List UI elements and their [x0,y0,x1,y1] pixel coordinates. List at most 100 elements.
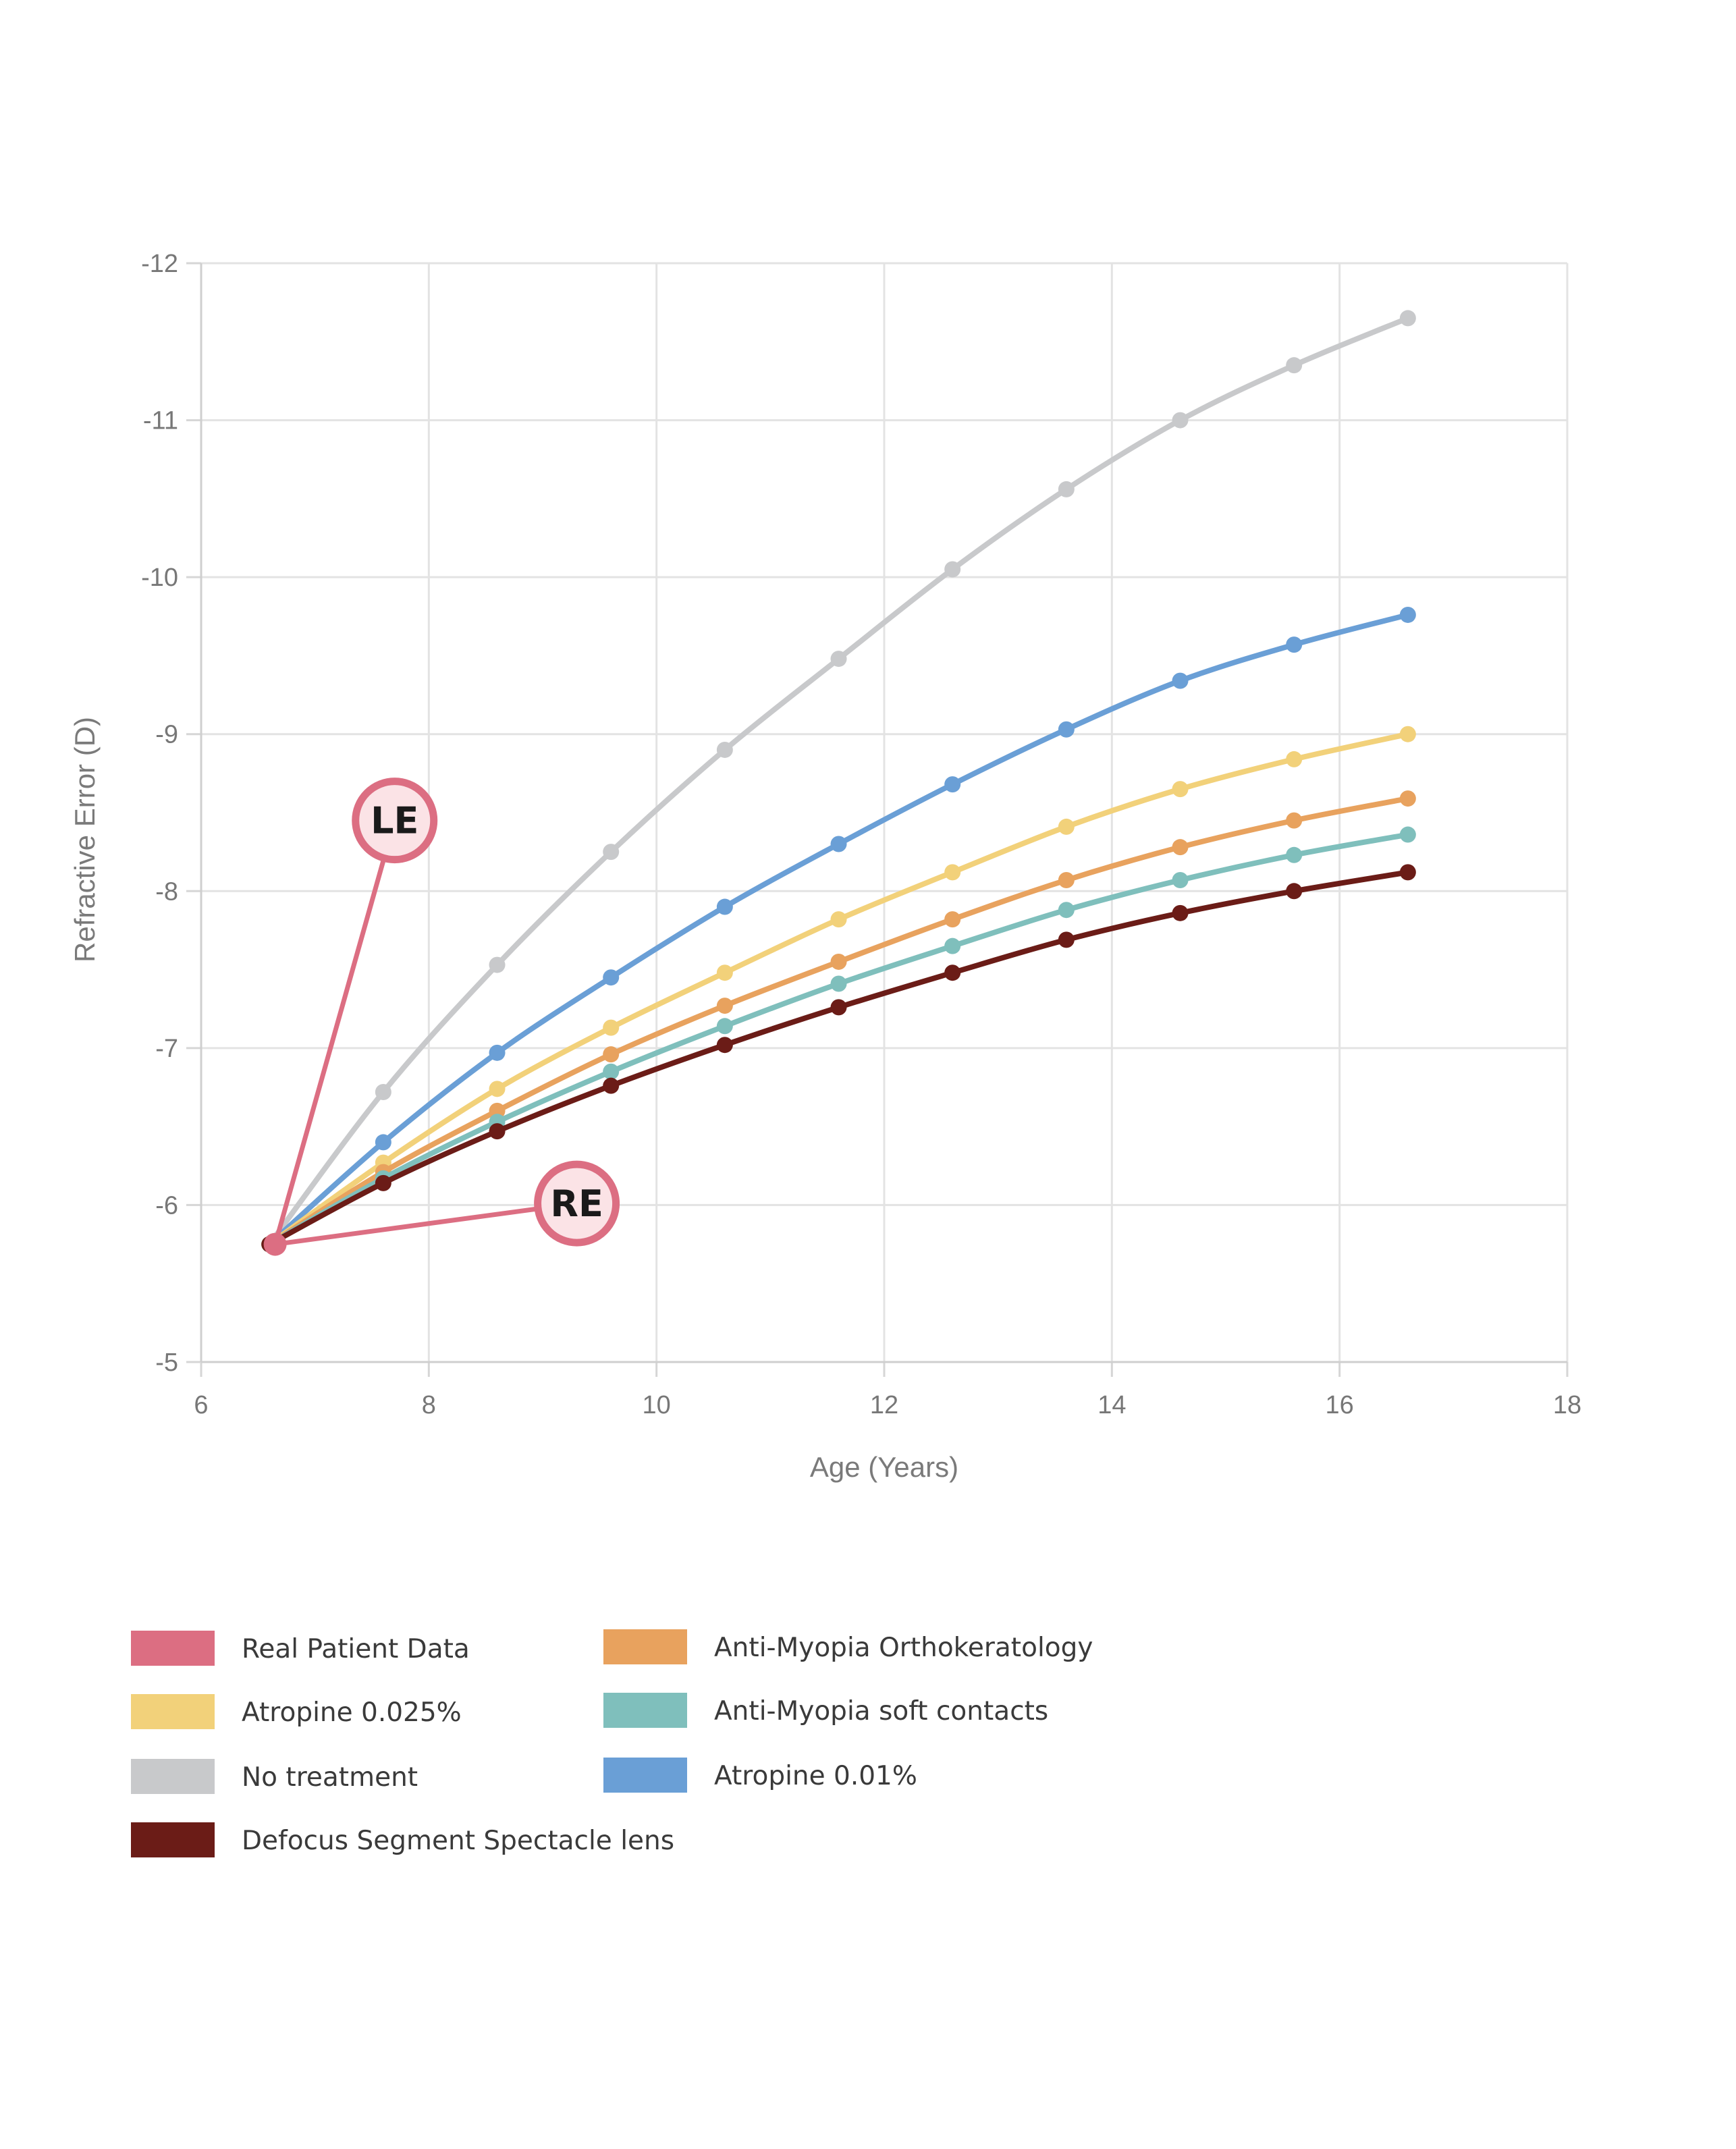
data-point [1172,839,1189,856]
legend: Real Patient Data Anti-Myopia Orthokerato… [131,1629,1093,1857]
data-point [830,953,847,970]
patient-line-le [273,818,398,1247]
data-point [944,911,961,928]
patient-callout-label: RE [550,1182,603,1225]
series-anti-myopia-orthokeratology [261,790,1416,1253]
data-point [603,969,620,986]
legend-label: Atropine 0.025% [242,1697,462,1728]
series-line [267,869,1411,1247]
data-point [1286,883,1303,900]
legend-swatch [603,1693,687,1728]
y-tick-label: -10 [141,564,178,592]
data-point [1286,846,1303,863]
legend-swatch [131,1694,215,1729]
data-point [716,964,733,981]
x-tick-label: 16 [1326,1391,1354,1419]
x-axis-title: Age (Years) [810,1451,958,1483]
legend-swatch [131,1631,215,1666]
patient-callout-label: LE [371,800,418,842]
series-anti-myopia-soft-contacts [261,826,1416,1253]
legend-label: Real Patient Data [242,1634,470,1664]
data-point [489,1123,506,1140]
data-point [603,844,620,861]
legend-swatch [603,1629,687,1664]
data-point [1172,412,1189,429]
legend-swatch [131,1759,215,1794]
x-tick-label: 8 [422,1391,436,1419]
legend-item: Atropine 0.01% [603,1758,917,1793]
data-point [1399,864,1416,881]
y-tick-label: -8 [155,877,178,906]
data-point [1399,826,1416,843]
legend-label: Atropine 0.01% [714,1761,917,1791]
y-tick-label: -6 [155,1191,178,1220]
legend-label: Anti-Myopia Orthokeratology [714,1633,1093,1663]
data-point [1399,310,1416,327]
patient-callout-le [352,778,438,864]
data-point [1399,606,1416,623]
y-tick-label: -7 [155,1035,178,1063]
legend-item: Defocus Segment Spectacle lens [131,1822,674,1857]
data-point [944,937,961,954]
legend-item: No treatment [131,1759,418,1794]
data-point [375,1134,391,1151]
patient-line-re [273,1201,580,1247]
data-point [716,898,733,915]
y-tick-label: -5 [155,1349,178,1377]
data-point [944,776,961,793]
data-point [716,1018,733,1035]
data-point [375,1174,391,1191]
data-point [830,999,847,1016]
data-point [716,1037,733,1054]
series-no-treatment [261,310,1416,1253]
data-point [1058,481,1075,497]
data-point [944,964,961,981]
data-point [716,741,733,758]
x-tick-label: 12 [870,1391,898,1419]
legend-label: Defocus Segment Spectacle lens [242,1826,674,1856]
legend-item: Real Patient Data [131,1631,470,1666]
data-point [1058,721,1075,738]
data-point [1286,751,1303,767]
data-point [1286,357,1303,374]
data-point [1172,904,1189,921]
patient-origin-point [263,1232,287,1256]
data-point [1399,726,1416,742]
y-tick-label: -9 [155,721,178,749]
data-point [603,1019,620,1036]
data-point [603,1046,620,1063]
data-point [1172,872,1189,889]
x-tick-label: 10 [643,1391,671,1419]
data-point [830,911,847,928]
data-point [1058,931,1075,948]
y-tick-label: -12 [141,250,178,278]
data-point [489,956,506,973]
legend-swatch [131,1822,215,1857]
data-point [830,836,847,852]
data-point [1172,672,1189,689]
series-defocus-segment-spectacle-lens [261,864,1416,1253]
data-point [603,1077,620,1094]
x-tick-label: 18 [1553,1391,1581,1419]
data-point [603,1063,620,1080]
series-line [267,832,1411,1247]
patient-callout-re [534,1160,620,1247]
legend-item: Atropine 0.025% [131,1694,462,1729]
data-point [830,975,847,992]
data-point [944,864,961,881]
series-atropine-0-01- [261,606,1416,1253]
legend-label: No treatment [242,1762,418,1793]
axes: 6 8 10 12 14 16 18 -12 -11 -10 -9 -8 -7 -6 -5 Age (Year… [69,250,1581,1483]
data-point [1286,636,1303,653]
series-line [267,315,1411,1247]
data-point [1058,818,1075,835]
data-point [1286,812,1303,829]
data-point [375,1083,391,1100]
legend-item: Anti-Myopia soft contacts [603,1693,1048,1728]
data-point [1399,790,1416,807]
data-point [489,1081,506,1097]
legend-swatch [603,1758,687,1793]
y-tick-label: -11 [143,407,178,435]
legend-item: Anti-Myopia Orthokeratology [603,1629,1093,1664]
